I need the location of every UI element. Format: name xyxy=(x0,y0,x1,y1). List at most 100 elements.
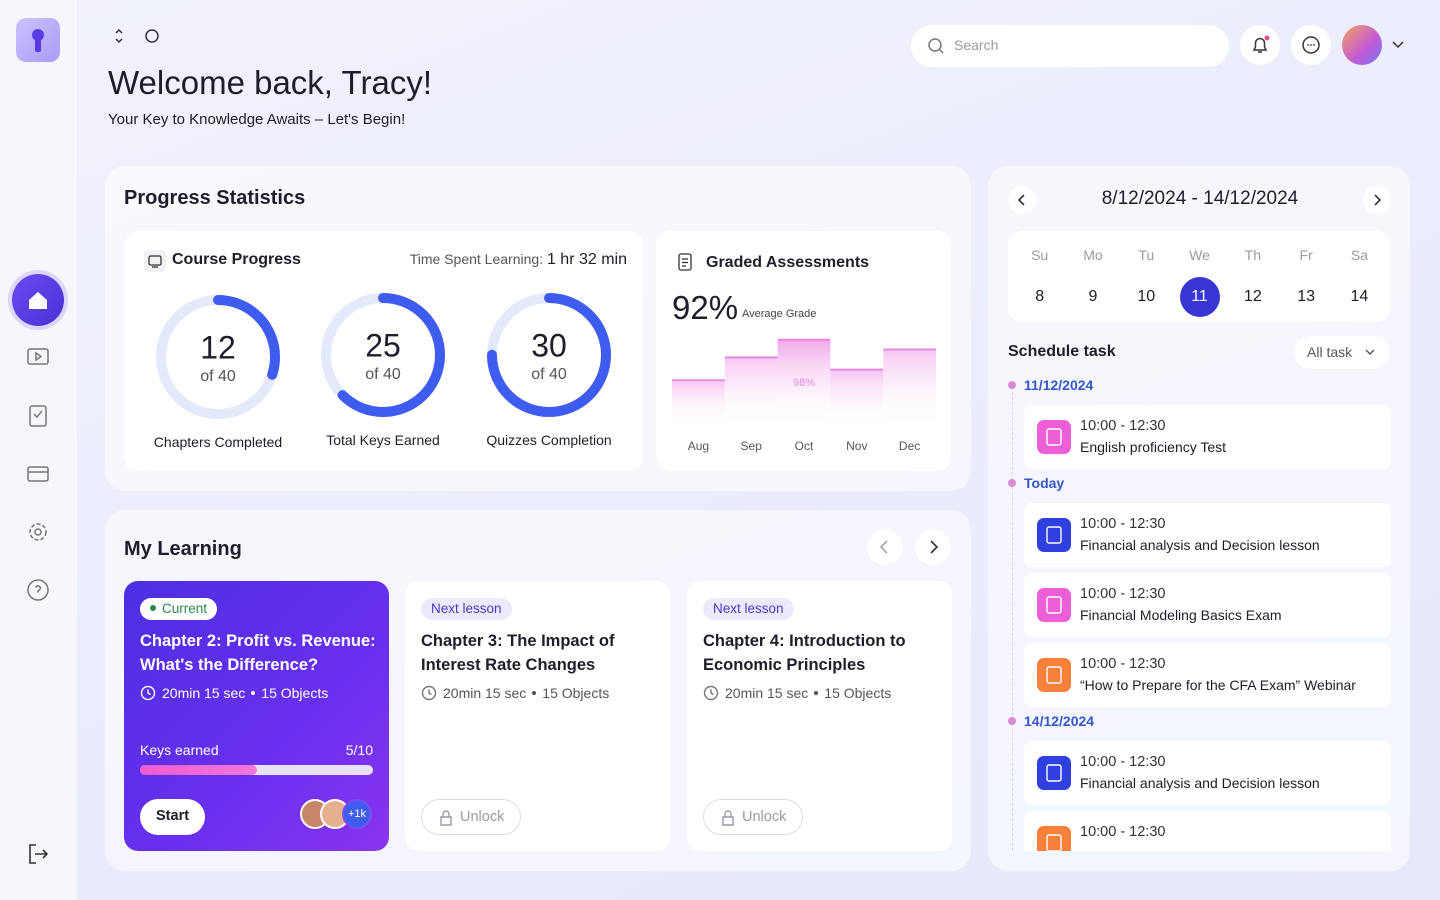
task-card[interactable]: 10:00 - 12:30 Financial analysis and Deci… xyxy=(1024,503,1391,567)
ring-label: Quizzes Completion xyxy=(486,432,612,448)
task-time: 10:00 - 12:30 xyxy=(1080,516,1166,532)
average-label: Average Grade xyxy=(742,308,817,320)
group-date: 14/12/2024 xyxy=(1008,713,1398,733)
task-title: Financial analysis and Decision lesson xyxy=(1080,775,1320,791)
group-date-text: 11/12/2024 xyxy=(1024,377,1094,393)
task-glyph xyxy=(1046,526,1062,544)
lesson-objects: 15 Objects xyxy=(824,685,892,701)
clock-hands xyxy=(428,689,432,696)
task-card[interactable]: 10:00 - 12:30 Financial Modeling Basics E… xyxy=(1024,573,1391,637)
day-name: Th xyxy=(1244,247,1261,263)
day[interactable]: Fr 13 xyxy=(1279,231,1332,322)
next-week[interactable] xyxy=(1363,186,1391,214)
day[interactable]: We 11 xyxy=(1173,231,1226,322)
unlock-button[interactable]: Unlock xyxy=(703,799,804,835)
task-list: 11/12/2024 10:00 - 12:30 English proficien… xyxy=(1008,371,1398,851)
clock-face xyxy=(140,685,156,701)
clock-icon xyxy=(703,685,719,701)
meta-dot xyxy=(251,691,256,695)
lesson-meta: 20min 15 sec 15 Objects xyxy=(703,685,891,701)
lock-shape xyxy=(722,810,734,826)
day-date: 8 xyxy=(1035,288,1045,305)
task-card[interactable]: 10:00 - 12:30 xyxy=(1024,811,1391,851)
nav-settings[interactable] xyxy=(26,520,50,544)
clock-hands xyxy=(147,689,151,696)
task-glyph xyxy=(1046,596,1062,614)
start-button[interactable]: Start xyxy=(140,799,206,835)
lock-icon xyxy=(440,810,452,826)
clock-icon xyxy=(140,685,156,701)
ring-value: 30 xyxy=(531,327,567,363)
task-time: 10:00 - 12:30 xyxy=(1080,656,1166,672)
avatar[interactable] xyxy=(1342,25,1382,65)
keys-bar xyxy=(140,765,257,775)
prev-icon xyxy=(879,540,888,554)
chat-icon xyxy=(1302,36,1320,54)
lesson-card: Next lesson Chapter 3: The Impact of Inte… xyxy=(405,581,670,851)
day[interactable]: Sa 14 xyxy=(1333,231,1386,322)
nav-home[interactable] xyxy=(12,274,64,326)
top-controls[interactable] xyxy=(110,26,166,46)
next-lesson[interactable] xyxy=(915,529,951,565)
unlock-text: Unlock xyxy=(742,809,787,825)
task-time: 10:00 - 12:30 xyxy=(1080,824,1166,840)
filter-chevron xyxy=(1365,349,1375,355)
ring-total: of 40 xyxy=(365,366,401,383)
task-glyph-shape xyxy=(1046,764,1062,782)
task-filter[interactable]: All task xyxy=(1294,336,1390,369)
course-title: Course Progress xyxy=(172,251,301,268)
avatar-menu[interactable] xyxy=(1390,38,1406,52)
task-card[interactable]: 10:00 - 12:30 Financial analysis and Deci… xyxy=(1024,741,1391,805)
course-progress-card: Course Progress Time Spent Learning: 1 h… xyxy=(124,231,643,471)
messages[interactable] xyxy=(1291,25,1331,65)
value-label: 98% xyxy=(793,377,815,389)
task-card[interactable]: 10:00 - 12:30 English proficiency Test xyxy=(1024,405,1391,469)
unlock-button[interactable]: Unlock xyxy=(421,799,522,835)
day[interactable]: Th 12 xyxy=(1226,231,1279,322)
logo-icon xyxy=(32,29,44,52)
meta-dot xyxy=(814,691,819,695)
clock-icon xyxy=(421,685,437,701)
ring-label: Chapters Completed xyxy=(153,434,283,450)
next-icon xyxy=(930,540,939,554)
course-icon xyxy=(144,250,166,272)
task-glyph xyxy=(1046,764,1062,782)
search-box[interactable]: Search xyxy=(911,25,1229,67)
nav-logout[interactable] xyxy=(26,842,50,866)
prev-week[interactable] xyxy=(1008,186,1036,214)
lesson-card: Next lesson Chapter 4: Introduction to Ec… xyxy=(687,581,952,851)
task-time: 10:00 - 12:30 xyxy=(1080,754,1166,770)
task-title: Financial Modeling Basics Exam xyxy=(1080,607,1282,623)
average-grade: 92% xyxy=(672,289,739,326)
task-icon xyxy=(1037,658,1071,692)
nav-video[interactable] xyxy=(26,346,50,370)
time-value: 1 hr 32 min xyxy=(546,251,627,268)
task-title: English proficiency Test xyxy=(1080,439,1227,455)
week-range: 8/12/2024 - 14/12/2024 xyxy=(1101,188,1299,209)
group-date: Today xyxy=(1008,475,1398,495)
day[interactable]: Tu 10 xyxy=(1120,231,1173,322)
prev-lesson[interactable] xyxy=(867,529,903,565)
task-card[interactable]: 10:00 - 12:30 “How to Prepare for the CFA… xyxy=(1024,643,1391,707)
logo[interactable] xyxy=(16,18,60,62)
notifications[interactable] xyxy=(1240,25,1280,65)
task-glyph-shape xyxy=(1046,428,1062,446)
nav-card[interactable] xyxy=(26,462,50,486)
lesson-duration: 20min 15 sec xyxy=(162,685,246,701)
nav-help[interactable] xyxy=(26,578,50,602)
day-name: Sa xyxy=(1350,247,1368,263)
progress-title: Progress Statistics xyxy=(124,187,306,209)
day-date: 14 xyxy=(1350,288,1369,305)
day-date: 12 xyxy=(1243,288,1262,305)
lesson-duration: 20min 15 sec xyxy=(443,685,527,701)
x-tick-label: Aug xyxy=(688,439,709,453)
x-tick-label: Dec xyxy=(899,439,920,453)
day[interactable]: Su 8 xyxy=(1013,231,1066,322)
day[interactable]: Mo 9 xyxy=(1066,231,1119,322)
nav-tasks[interactable] xyxy=(26,404,50,428)
task-glyph xyxy=(1046,428,1062,446)
home-icon xyxy=(29,292,47,309)
clock-face xyxy=(703,685,719,701)
